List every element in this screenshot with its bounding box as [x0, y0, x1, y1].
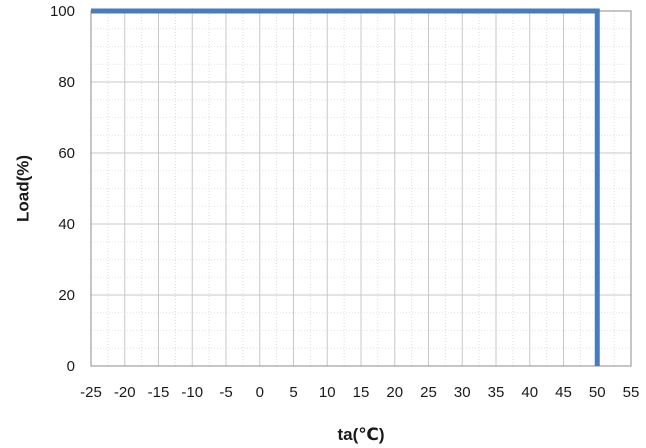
x-tick-label: 55 [623, 384, 640, 401]
y-tick-label: 0 [67, 358, 75, 375]
x-tick-label: 5 [289, 384, 297, 401]
x-tick-label: -10 [181, 384, 203, 401]
x-tick-label: -5 [219, 384, 232, 401]
x-tick-label: 15 [353, 384, 370, 401]
x-tick-label: -15 [148, 384, 170, 401]
x-axis-title: ta(℃) [337, 425, 384, 444]
x-axis-tick-labels: -25 -20 -15 -10 -5 0 5 10 15 20 25 30 35 40 45 50 55 [80, 384, 639, 401]
y-tick-label: 80 [58, 74, 75, 91]
x-tick-label: 40 [521, 384, 538, 401]
x-tick-label: 25 [420, 384, 437, 401]
x-tick-label: 10 [319, 384, 336, 401]
y-tick-label: 60 [58, 145, 75, 162]
x-tick-label: 50 [589, 384, 606, 401]
y-tick-label: 100 [50, 3, 75, 20]
x-tick-label: 30 [454, 384, 471, 401]
x-tick-label: 45 [555, 384, 572, 401]
x-tick-label: -25 [80, 384, 102, 401]
series-layer [91, 8, 600, 366]
y-axis-title: Load(%) [13, 155, 32, 222]
y-tick-label: 20 [58, 287, 75, 304]
y-tick-label: 40 [58, 216, 75, 233]
x-tick-label: -20 [114, 384, 136, 401]
x-tick-label: 35 [488, 384, 505, 401]
series-line-0 [91, 8, 600, 366]
x-tick-label: 0 [256, 384, 264, 401]
y-axis-tick-labels: 0 20 40 60 80 100 [50, 3, 75, 375]
x-tick-label: 20 [386, 384, 403, 401]
